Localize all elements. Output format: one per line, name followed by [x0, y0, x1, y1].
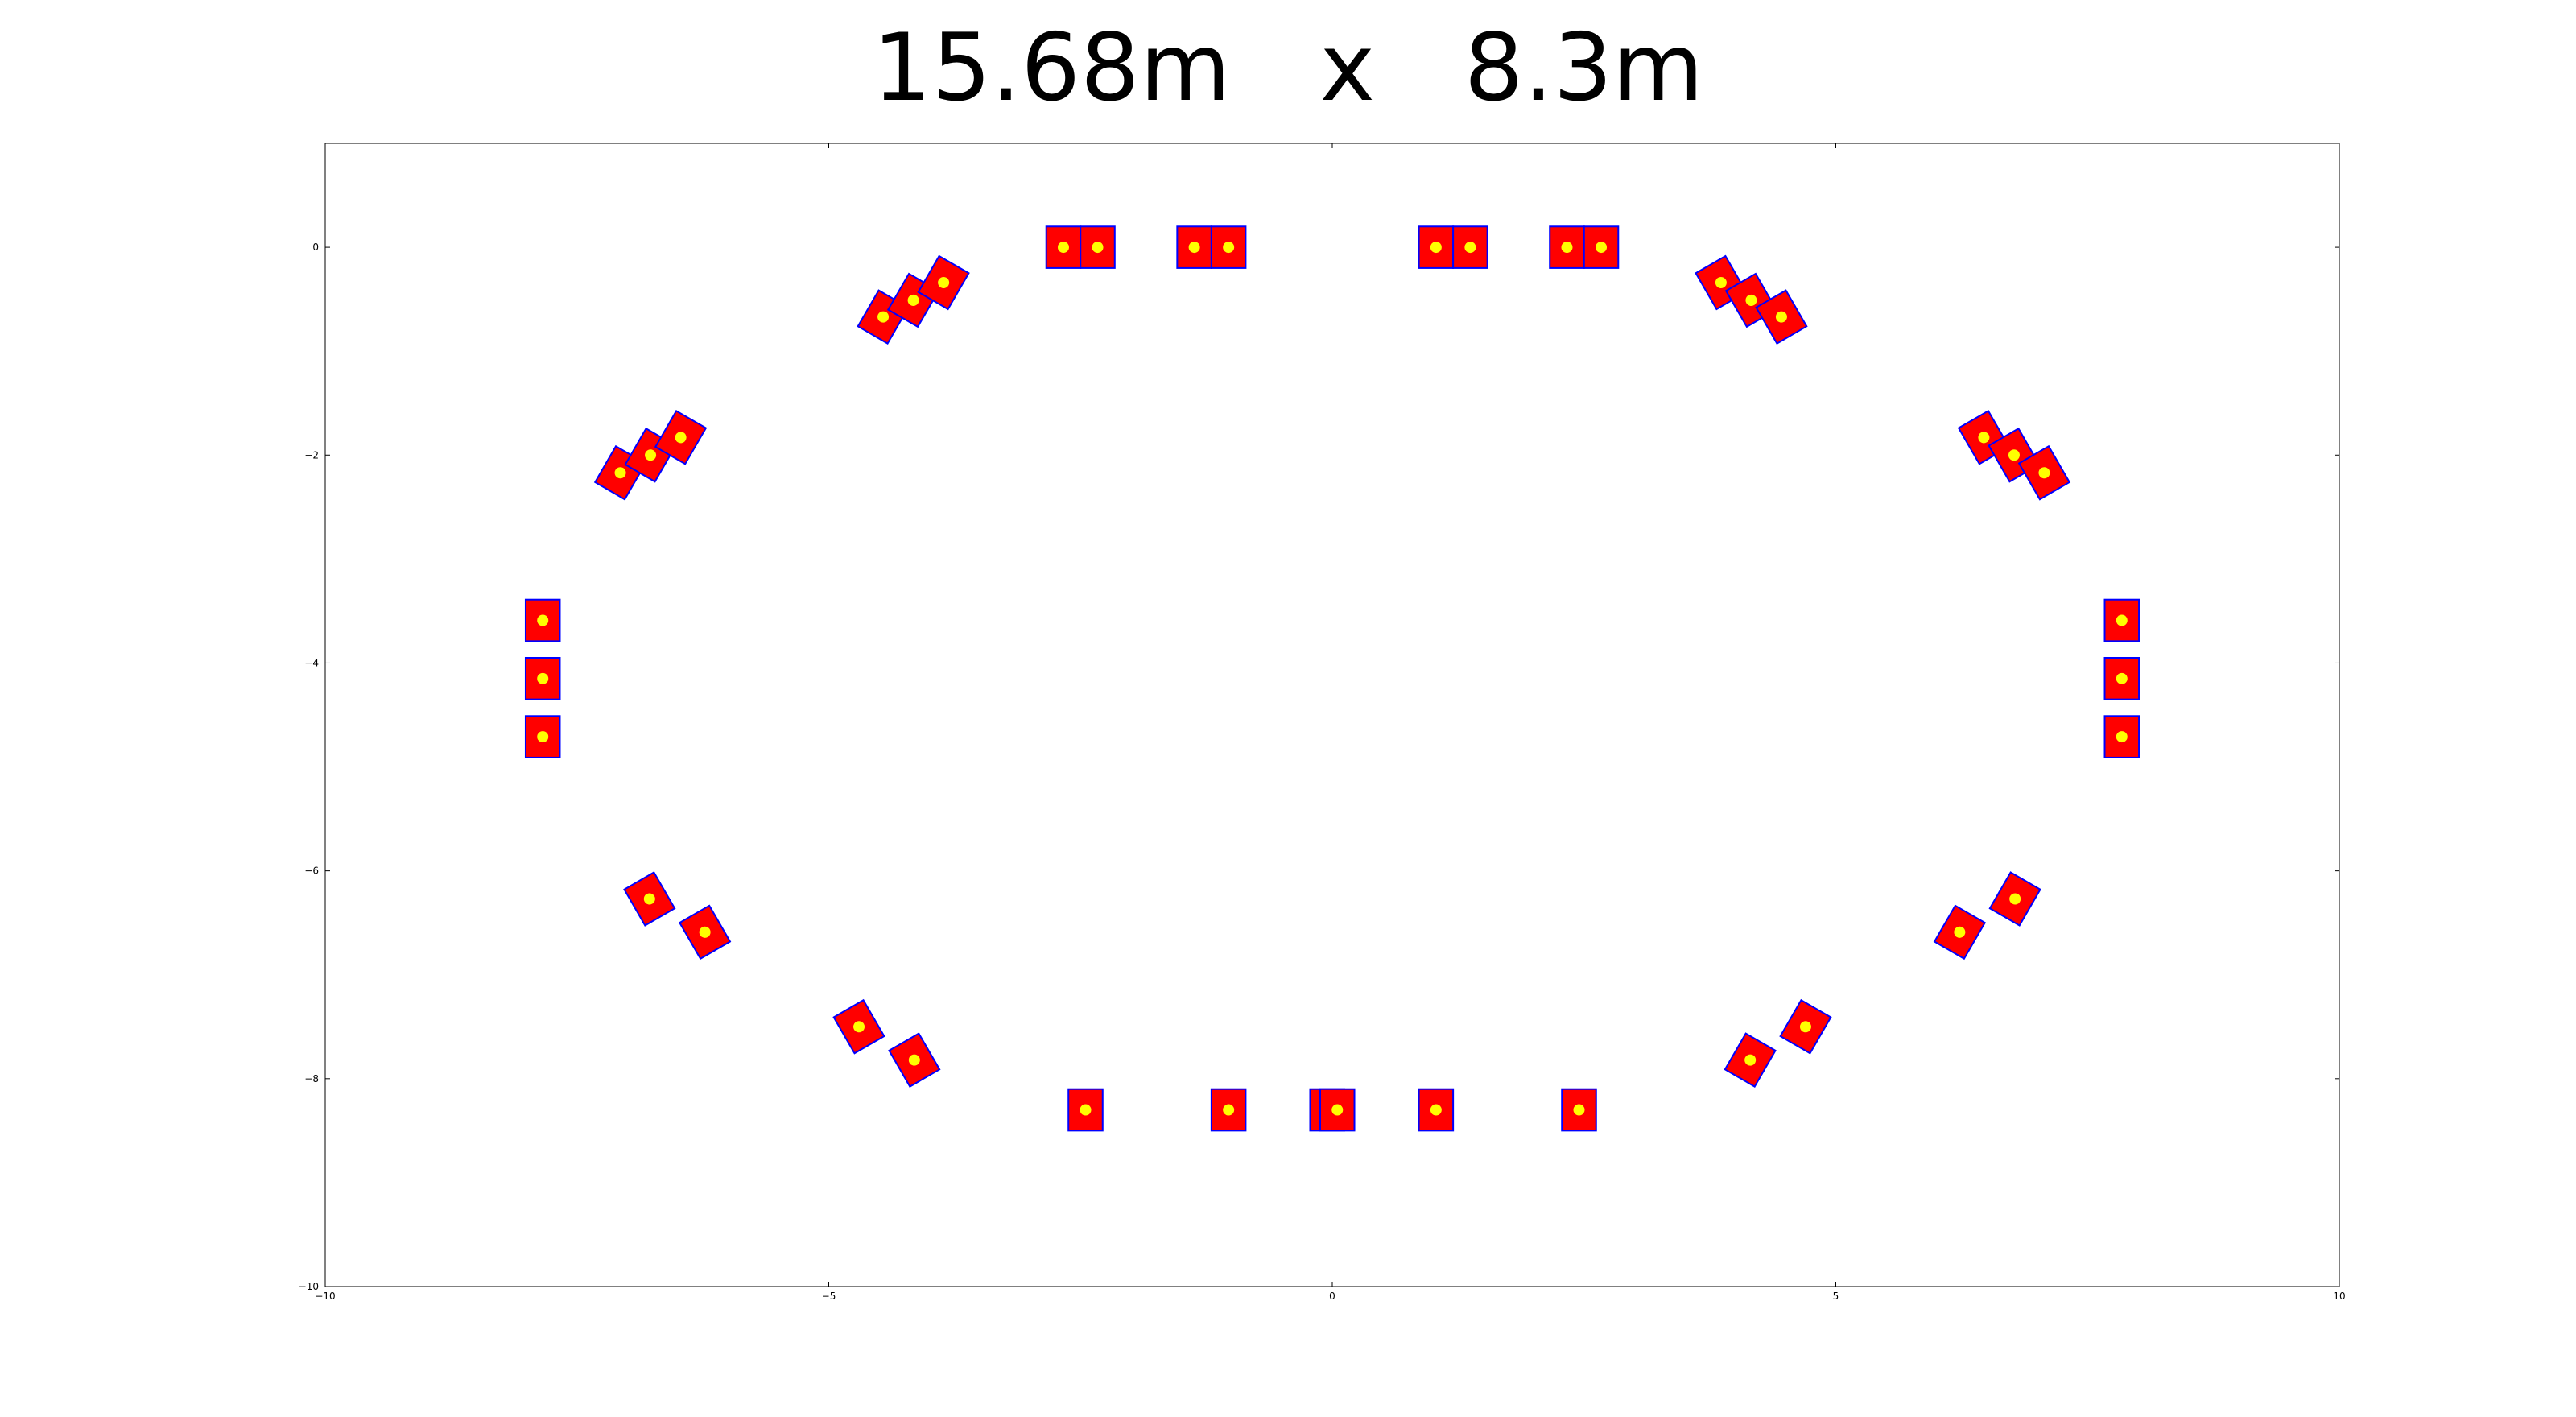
marker: [1933, 904, 1987, 961]
marker-point: [1092, 242, 1104, 254]
marker-box: [1176, 225, 1212, 269]
x-tick-label: 5: [1833, 1291, 1839, 1302]
marker-box: [1210, 1088, 1247, 1132]
marker: [2017, 444, 2071, 501]
marker: [1779, 998, 1832, 1055]
marker: [1418, 225, 1455, 269]
marker-point: [537, 672, 549, 684]
marker: [524, 715, 561, 758]
marker-point: [1430, 242, 1442, 254]
marker-point: [1744, 1054, 1757, 1066]
marker: [654, 409, 708, 465]
marker-point: [1954, 926, 1966, 938]
marker: [1176, 225, 1212, 269]
marker-point: [2038, 467, 2050, 479]
marker-point: [1799, 1021, 1811, 1033]
marker: [1210, 1088, 1247, 1132]
marker-point: [2116, 672, 2128, 684]
y-tick-label: −6: [304, 865, 319, 877]
marker-box: [524, 715, 561, 758]
marker-point: [853, 1021, 865, 1033]
marker-point: [1775, 311, 1787, 323]
y-tick-label: −10: [299, 1281, 319, 1292]
marker: [1724, 1032, 1777, 1088]
y-tick-label: 0: [312, 242, 319, 253]
marker: [623, 871, 676, 927]
marker-point: [1223, 1104, 1235, 1116]
marker-point: [938, 276, 950, 288]
marker-point: [1188, 242, 1200, 254]
data-markers: [524, 225, 2140, 1132]
marker-point: [2008, 449, 2020, 461]
marker-point: [1561, 242, 1573, 254]
x-tick-label: −5: [822, 1291, 836, 1302]
marker-point: [1745, 294, 1757, 306]
marker: [832, 998, 886, 1055]
marker: [1319, 1088, 1356, 1132]
marker-box: [1418, 225, 1455, 269]
marker: [1210, 225, 1247, 269]
marker: [1988, 871, 2041, 927]
marker-point: [643, 893, 655, 905]
marker-point: [2116, 614, 2128, 626]
axis-ticks: −10 −5 0 5 10 0 −2 −4 −6 −8 −10: [299, 143, 2346, 1302]
marker: [524, 598, 561, 642]
marker: [1418, 1088, 1455, 1132]
marker: [2103, 715, 2140, 758]
marker-point: [699, 926, 711, 938]
marker: [1067, 1088, 1104, 1132]
marker: [1583, 225, 1620, 269]
marker-point: [1464, 242, 1476, 254]
marker: [1452, 225, 1488, 269]
marker-point: [2116, 731, 2128, 743]
marker-point: [1573, 1104, 1585, 1116]
marker-point: [1430, 1104, 1442, 1116]
marker-point: [2009, 893, 2021, 905]
marker-point: [537, 731, 549, 743]
y-tick-label: −8: [304, 1073, 319, 1084]
marker-point: [537, 614, 549, 626]
marker: [888, 1032, 941, 1088]
marker-point: [907, 294, 919, 306]
marker-point: [1331, 1104, 1344, 1116]
marker: [917, 254, 970, 311]
marker-point: [675, 432, 687, 444]
x-tick-label: 0: [1329, 1291, 1335, 1302]
x-tick-label: −10: [315, 1291, 335, 1302]
y-tick-label: −2: [304, 449, 319, 461]
marker-point: [614, 467, 626, 479]
marker-point: [645, 449, 657, 461]
marker: [1561, 1088, 1597, 1132]
marker: [2103, 656, 2140, 700]
marker-point: [1715, 276, 1727, 288]
x-tick-label: 10: [2333, 1291, 2345, 1302]
marker-point: [1596, 242, 1608, 254]
marker: [2103, 598, 2140, 642]
chart-title: 15.68m x 8.3m: [872, 14, 1704, 122]
marker: [678, 904, 732, 961]
marker-point: [877, 311, 890, 323]
marker: [524, 656, 561, 700]
marker-point: [1057, 242, 1069, 254]
marker: [1045, 225, 1082, 269]
marker-point: [908, 1054, 920, 1066]
marker-point: [1080, 1104, 1092, 1116]
marker: [1549, 225, 1585, 269]
marker: [1755, 289, 1808, 345]
marker-point: [1978, 432, 1990, 444]
y-tick-label: −4: [304, 657, 319, 668]
marker: [1080, 225, 1116, 269]
marker-point: [1223, 242, 1235, 254]
